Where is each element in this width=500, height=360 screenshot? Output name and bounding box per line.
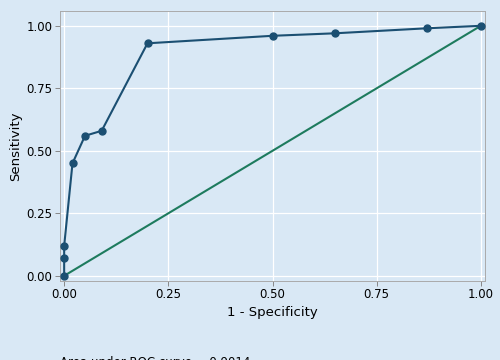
- Y-axis label: Sensitivity: Sensitivity: [9, 111, 22, 181]
- Text: Area under ROC curve = 0.9014: Area under ROC curve = 0.9014: [60, 356, 250, 360]
- X-axis label: 1 - Specificity: 1 - Specificity: [227, 306, 318, 319]
